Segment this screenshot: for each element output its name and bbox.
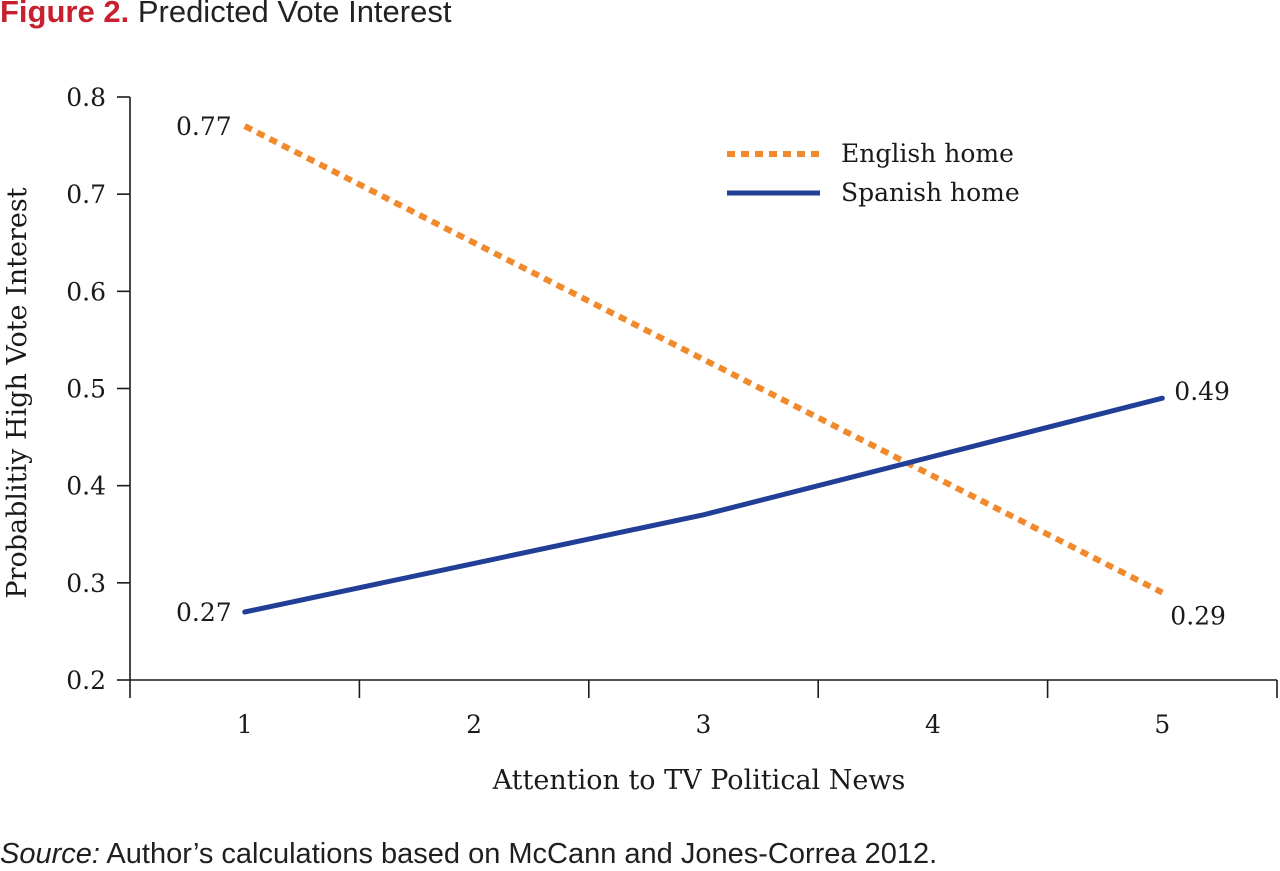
x-axis-title: Attention to TV Political News	[492, 765, 906, 796]
data-label: 0.27	[176, 598, 232, 627]
source-text: Author’s calculations based on McCann an…	[106, 838, 938, 870]
figure-title-text: Predicted Vote Interest	[137, 0, 452, 29]
x-tick-label: 5	[1154, 710, 1170, 739]
series-lines	[242, 123, 1165, 615]
y-tick-label: 0.4	[66, 472, 106, 501]
spanish-home-line	[242, 395, 1165, 615]
x-tick-label: 3	[696, 710, 712, 739]
y-tick-label: 0.6	[66, 277, 106, 306]
legend-label: English home	[841, 139, 1014, 168]
x-tick-label: 2	[466, 710, 482, 739]
y-tick-label: 0.7	[66, 180, 106, 209]
data-label: 0.77	[176, 112, 232, 141]
legend: English home Spanish home	[727, 139, 1020, 207]
y-tick-label: 0.8	[66, 83, 106, 112]
figure-title: Figure 2. Predicted Vote Interest	[0, 0, 451, 30]
y-tick-label: 0.5	[66, 375, 106, 404]
x-tick-label: 1	[237, 710, 253, 739]
axes: 0.2 0.3 0.4 0.5 0.6 0.7 0.8 1 2 3 4 5	[66, 83, 1278, 739]
data-label: 0.29	[1170, 602, 1226, 631]
source-label: Source:	[0, 838, 100, 870]
figure-label: Figure 2.	[0, 0, 130, 29]
source-note: Source: Author’s calculations based on M…	[0, 838, 937, 871]
english-home-line	[243, 123, 1164, 596]
y-axis-title: Probablitiy High Vote Interest	[2, 187, 33, 598]
y-tick-label: 0.2	[66, 666, 106, 695]
x-tick-label: 4	[925, 710, 941, 739]
data-labels: 0.77 0.29 0.27 0.49	[176, 112, 1230, 630]
line-chart: 0.20.30.40.50.60.70.81 2 3 4 5 0.770.290.270…	[2, 83, 1278, 796]
legend-label: Spanish home	[841, 178, 1020, 207]
data-label: 0.49	[1174, 377, 1230, 406]
y-tick-label: 0.3	[66, 569, 106, 598]
